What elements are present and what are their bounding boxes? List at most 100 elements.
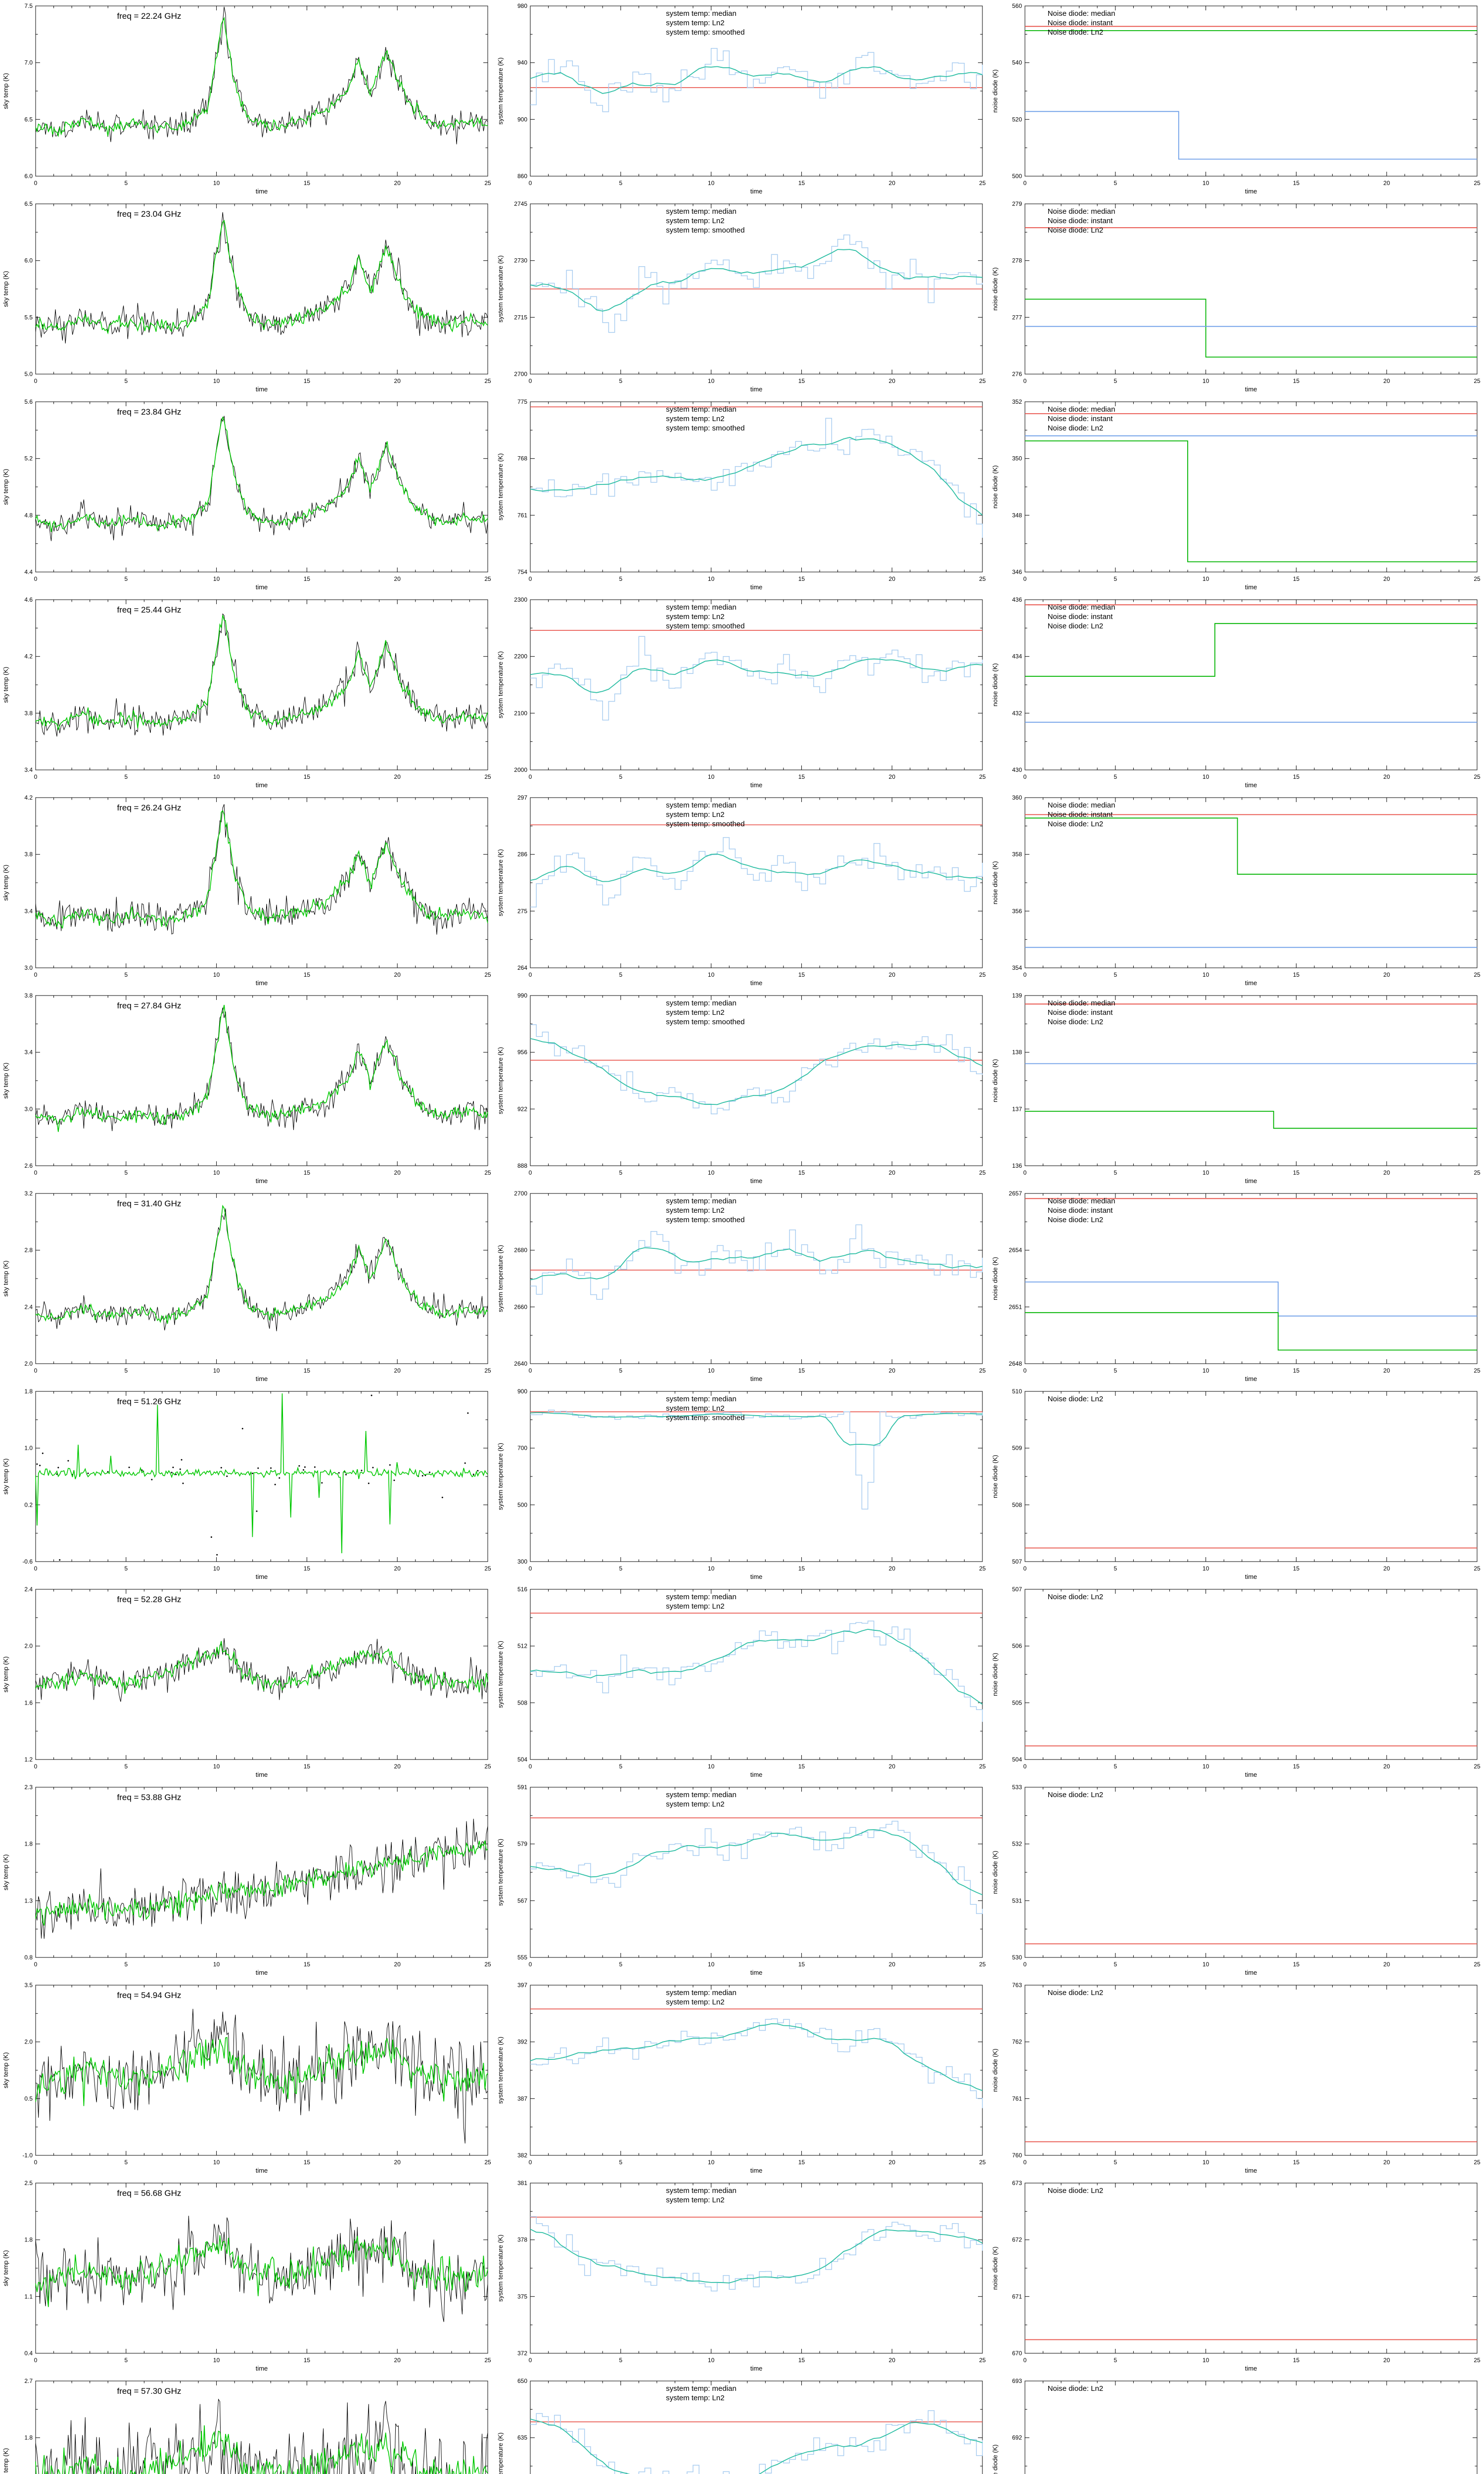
svg-text:372: 372 — [517, 2350, 527, 2357]
chart-row7-tsys: 0 5 10 15 20 25 2640 2660 2680 2700 time system tem… — [497, 1190, 986, 1382]
svg-text:382: 382 — [517, 2152, 527, 2159]
svg-text:860: 860 — [517, 173, 527, 180]
svg-text:5: 5 — [1113, 180, 1117, 187]
r5-spectrum-tick-labels: 0 5 10 15 20 25 3.0 3.4 3.8 4.2 — [24, 794, 491, 978]
svg-text:0: 0 — [34, 2159, 38, 2166]
svg-text:15: 15 — [304, 1565, 311, 1572]
r9-tsys-legend-entry: system temp: median — [666, 1593, 737, 1601]
panel-row6-spectrum: 0 5 10 15 20 25 2.6 3.0 3.4 3.8 time sky temp (K) fr… — [0, 990, 495, 1188]
svg-text:15: 15 — [304, 1763, 311, 1770]
r12-spectrum-xlabel: time — [256, 2365, 268, 2372]
svg-text:434: 434 — [1012, 653, 1022, 660]
svg-text:2100: 2100 — [514, 710, 527, 716]
r4-cal-tick-labels: 0 5 10 15 20 25 430 432 434 436 — [1012, 596, 1481, 780]
svg-text:15: 15 — [1293, 575, 1300, 582]
svg-text:5: 5 — [124, 1565, 128, 1572]
svg-text:25: 25 — [484, 971, 491, 978]
r7-tsys-tick-labels: 0 5 10 15 20 25 2640 2660 2680 2700 — [514, 1190, 986, 1374]
panel-row5-tsys: 0 5 10 15 20 25 264 275 286 297 time system tempera… — [495, 792, 989, 990]
r9-tsys-ln2-step-line — [530, 1620, 983, 1722]
svg-text:0: 0 — [34, 1367, 38, 1374]
r8-tsys-tick-labels: 0 5 10 15 20 25 300 500 700 900 — [517, 1388, 986, 1572]
svg-text:5: 5 — [1113, 1565, 1117, 1572]
r7-spectrum-axes — [35, 1193, 488, 1364]
svg-text:15: 15 — [798, 1565, 805, 1572]
r10-cal-ylabel: noise diode (K) — [991, 1851, 999, 1894]
svg-text:5: 5 — [619, 2357, 622, 2364]
svg-text:10: 10 — [708, 1169, 715, 1176]
svg-text:5: 5 — [1113, 1763, 1117, 1770]
svg-text:10: 10 — [1203, 2357, 1209, 2364]
svg-text:5: 5 — [1113, 378, 1117, 384]
svg-text:512: 512 — [517, 1643, 527, 1650]
r7-tsys-legend-entry: system temp: median — [666, 1197, 737, 1205]
r11-spectrum-xlabel: time — [256, 2167, 268, 2174]
svg-text:25: 25 — [1474, 2357, 1481, 2364]
svg-text:0: 0 — [34, 773, 38, 780]
r7-cal-ylabel: noise diode (K) — [991, 1257, 999, 1300]
svg-text:25: 25 — [1474, 1169, 1481, 1176]
chart-row7-spectrum: 0 5 10 15 20 25 2.0 2.4 2.8 3.2 time sky temp (K) fr… — [2, 1190, 491, 1382]
svg-text:25: 25 — [1474, 2159, 1481, 2166]
svg-text:10: 10 — [213, 773, 220, 780]
svg-text:0.2: 0.2 — [24, 1501, 33, 1508]
svg-text:20: 20 — [394, 773, 401, 780]
svg-text:990: 990 — [517, 992, 527, 999]
svg-text:900: 900 — [517, 116, 527, 123]
r12-spectrum-axes — [35, 2183, 488, 2354]
svg-text:297: 297 — [517, 794, 527, 801]
svg-text:20: 20 — [1384, 1961, 1391, 1968]
svg-text:888: 888 — [517, 1162, 527, 1169]
svg-text:2.4: 2.4 — [24, 1586, 33, 1593]
svg-text:5: 5 — [1113, 971, 1117, 978]
svg-text:25: 25 — [979, 1565, 986, 1572]
svg-text:2660: 2660 — [514, 1303, 527, 1310]
r8-tsys-ylabel: system temperature (K) — [497, 1443, 504, 1510]
svg-text:4.2: 4.2 — [24, 653, 33, 660]
svg-text:358: 358 — [1012, 851, 1022, 858]
r11-spectrum-tick-labels: 0 5 10 15 20 25 -1.0 0.5 2.0 3.5 — [22, 1982, 491, 2166]
r5-cal-legend-entry: Noise diode: instant — [1048, 810, 1113, 819]
r8-tsys-legend-entry: system temp: Ln2 — [666, 1404, 724, 1413]
r9-tsys-axes — [530, 1589, 983, 1760]
svg-text:4.8: 4.8 — [24, 512, 33, 519]
r5-cal-tick-labels: 0 5 10 15 20 25 354 356 358 360 — [1012, 794, 1481, 978]
svg-text:10: 10 — [708, 971, 715, 978]
panel-row9-spectrum: 0 5 10 15 20 25 1.2 1.6 2.0 2.4 time sky temp (K) fr… — [0, 1583, 495, 1781]
svg-text:5: 5 — [619, 180, 622, 187]
chart-row3-tsys: 0 5 10 15 20 25 754 761 768 775 time system tempera… — [497, 398, 986, 591]
svg-text:763: 763 — [1012, 1982, 1022, 1989]
chart-row9-spectrum: 0 5 10 15 20 25 1.2 1.6 2.0 2.4 time sky temp (K) fr… — [2, 1586, 491, 1778]
panel-row6-cal: 0 5 10 15 20 25 136 137 138 139 time noise diode (K… — [989, 990, 1484, 1188]
svg-text:387: 387 — [517, 2095, 527, 2102]
svg-text:10: 10 — [708, 773, 715, 780]
r7-spectrum-xlabel: time — [256, 1375, 268, 1382]
svg-text:671: 671 — [1012, 2293, 1022, 2300]
r8-tsys-legend-entry: system temp: median — [666, 1395, 737, 1403]
svg-text:0: 0 — [1023, 773, 1027, 780]
r1-cal-legend-entry: Noise diode: instant — [1048, 19, 1113, 27]
chart-row5-spectrum: 0 5 10 15 20 25 3.0 3.4 3.8 4.2 time sky temp (K) fr… — [2, 794, 491, 987]
svg-text:500: 500 — [1012, 173, 1022, 180]
svg-text:137: 137 — [1012, 1105, 1022, 1112]
r11-tsys-legend-entry: system temp: median — [666, 1989, 737, 1997]
r10-tsys-smoothed-line — [530, 1829, 983, 1896]
svg-text:509: 509 — [1012, 1445, 1022, 1452]
r8-spectrum-axes — [35, 1391, 488, 1562]
r1-spectrum-raw-data-line — [35, 6, 488, 144]
panel-row2-spectrum: 0 5 10 15 20 25 5.0 5.5 6.0 6.5 time sky temp (K) fr… — [0, 198, 495, 396]
svg-text:10: 10 — [708, 2357, 715, 2364]
svg-text:5: 5 — [124, 575, 128, 582]
r1-cal-axes — [1024, 5, 1478, 177]
svg-text:2648: 2648 — [1009, 1360, 1022, 1367]
r8-tsys-axes — [530, 1391, 983, 1562]
svg-text:15: 15 — [304, 971, 311, 978]
svg-text:10: 10 — [708, 1961, 715, 1968]
svg-text:2200: 2200 — [514, 653, 527, 660]
svg-text:15: 15 — [1293, 1565, 1300, 1572]
svg-text:0: 0 — [34, 971, 38, 978]
r7-tsys-legend-entry: system temp: smoothed — [666, 1216, 744, 1224]
